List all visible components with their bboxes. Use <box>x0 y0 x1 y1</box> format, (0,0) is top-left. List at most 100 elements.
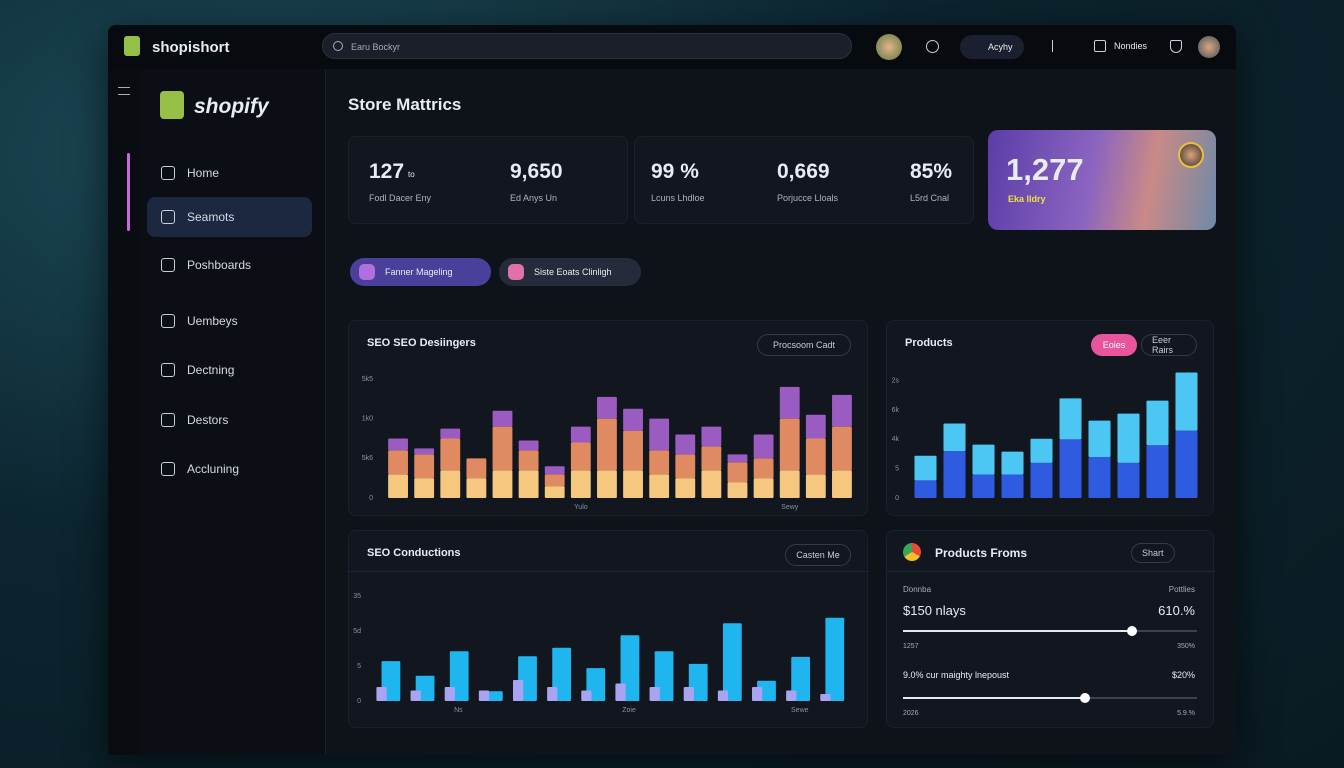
slider-track <box>903 626 1197 636</box>
bar <box>786 690 797 701</box>
bar <box>547 687 558 701</box>
notifications[interactable]: Nondies <box>1114 41 1148 51</box>
search-box[interactable]: Earu Bockyr <box>322 33 852 59</box>
shield-icon[interactable] <box>1170 40 1182 53</box>
y-tick-label: 5 <box>895 466 899 473</box>
metric-card <box>634 136 974 224</box>
bar-segment <box>1117 413 1140 463</box>
metric-card <box>348 136 628 224</box>
nav-item[interactable]: Accluning <box>147 449 312 489</box>
x-tick-label: Zoie <box>622 707 636 714</box>
bar-segment <box>1059 398 1082 440</box>
bar <box>581 690 592 701</box>
bar-segment <box>972 444 995 475</box>
sort-button[interactable]: Shart <box>1131 543 1175 563</box>
bar-segment <box>943 423 966 452</box>
bar <box>683 687 694 701</box>
metric-label: L5rd Cnal <box>910 193 950 203</box>
chart-title: SEO SEO Desiingers <box>367 337 476 349</box>
bell-icon[interactable] <box>1094 40 1106 52</box>
filter-chip[interactable]: Siste Eoats Clinligh <box>499 258 641 286</box>
bar <box>615 683 626 701</box>
bar-segment <box>518 470 539 498</box>
bar-segment <box>570 426 591 443</box>
bar-segment <box>753 478 774 498</box>
slider-fill <box>903 697 1086 699</box>
bar-segment <box>1088 456 1111 498</box>
logo-icon <box>160 91 184 119</box>
bar-segment <box>832 426 852 471</box>
metric-value: 127 <box>369 160 405 183</box>
metric-value: 85% <box>910 160 953 183</box>
y-tick-label: 2s <box>892 378 900 385</box>
bar-segment <box>701 446 722 471</box>
slider-handle[interactable] <box>1127 626 1138 636</box>
chart-title: SEO Conductions <box>367 547 461 559</box>
chart-button[interactable]: Casten Me <box>785 544 851 566</box>
bar <box>410 690 421 701</box>
bar <box>444 687 455 701</box>
account-button[interactable]: Acyhy <box>960 35 1024 59</box>
bar-chart: 0 5 5d 35 Ns Zoie Sewe <box>353 593 845 714</box>
highlight-value: 1,277 <box>1006 152 1084 187</box>
bar-segment <box>1030 462 1053 498</box>
y-tick-label: 5 <box>357 663 361 670</box>
share-icon[interactable] <box>1052 40 1062 52</box>
highlight-card: 1,277 Eka lldry <box>988 130 1216 230</box>
bar-segment <box>597 418 617 471</box>
y-tick-label: 35 <box>353 593 361 600</box>
profile-avatar[interactable] <box>1198 36 1220 58</box>
chart-button[interactable]: Procsoom Cadt <box>757 334 851 356</box>
bar-segment <box>414 454 435 479</box>
bar-segment <box>492 470 513 498</box>
bar-segment <box>649 474 670 498</box>
metric-unit: to <box>408 170 415 179</box>
avatar[interactable] <box>876 34 902 60</box>
bar-segment <box>649 418 670 451</box>
nav-item[interactable]: Uembeys <box>147 301 312 341</box>
products-from-panel: Products Froms Shart Donnba Pottlies $15… <box>886 530 1215 728</box>
bar <box>825 617 845 701</box>
nav-item[interactable]: Poshboards <box>147 245 312 285</box>
metric-label: Porjucce Lloals <box>777 193 839 203</box>
bar-segment <box>1117 462 1140 498</box>
bar <box>791 656 811 701</box>
nav-item[interactable]: Home <box>147 153 312 193</box>
metric-value: 99 % <box>651 160 699 183</box>
chart-button[interactable]: Eeer Rairs <box>1141 334 1197 356</box>
nav-item[interactable]: Destors <box>147 400 312 440</box>
bar <box>478 690 490 701</box>
chart-button[interactable]: Eoies <box>1091 334 1137 356</box>
bar <box>376 687 387 701</box>
bar-segment <box>440 428 461 439</box>
search-icon <box>333 41 343 51</box>
bar-segment <box>570 442 591 471</box>
divider <box>887 571 1215 572</box>
slider-handle[interactable] <box>1080 693 1091 703</box>
chat-icon[interactable] <box>926 40 939 53</box>
bar-segment <box>805 414 826 439</box>
bar-segment <box>623 470 643 498</box>
bar-segment <box>414 448 435 455</box>
bar-segment <box>832 470 852 498</box>
page-title: Store Mattrics <box>348 95 462 114</box>
bar-segment <box>914 480 937 498</box>
nav-item[interactable]: Seamots <box>147 197 312 237</box>
nav-item[interactable]: Dectning <box>147 350 312 390</box>
bar-segment <box>972 474 995 498</box>
bar-segment <box>1175 372 1198 431</box>
filter-chip[interactable]: Fanner Mageling <box>350 258 491 286</box>
x-tick-label: Ns <box>454 707 463 714</box>
bar-segment <box>779 470 800 498</box>
chip-icon <box>508 264 524 280</box>
metric-label: Fodl Dacer Eny <box>369 193 432 203</box>
y-tick-label: 5k5 <box>362 376 373 383</box>
bar-chart: 0 5k6 1k0 5k5 Yulo Sewy <box>362 376 852 511</box>
menu-icon[interactable] <box>118 87 130 95</box>
bar-segment <box>388 450 408 475</box>
y-tick-label: 4k <box>892 436 900 443</box>
bar-segment <box>597 470 617 498</box>
bar-segment <box>1146 400 1169 446</box>
